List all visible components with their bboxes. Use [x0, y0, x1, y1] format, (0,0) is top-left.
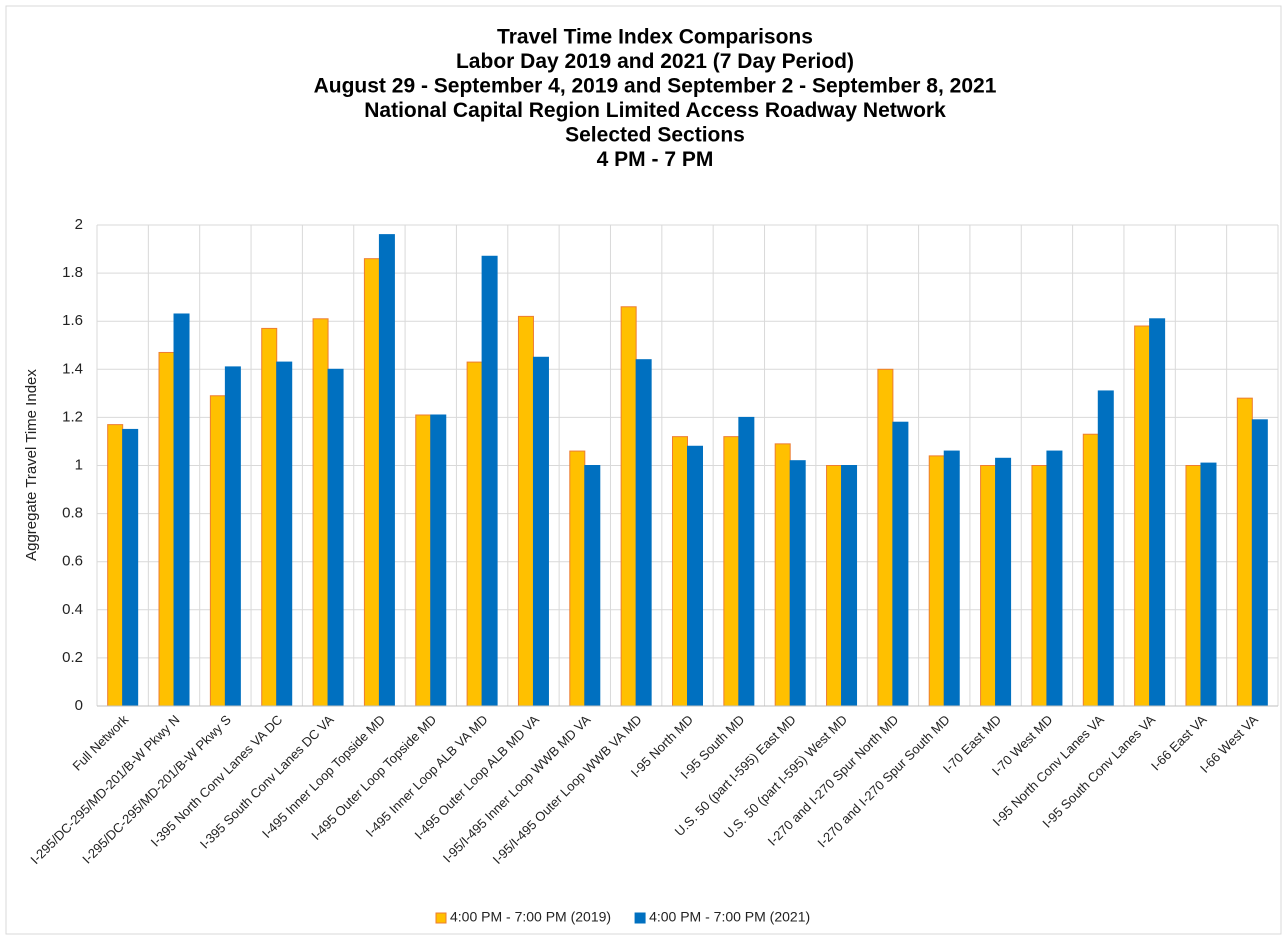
bar: [928, 455, 945, 707]
bar: [1185, 465, 1202, 707]
bar: [517, 315, 534, 707]
y-tick-label: 0.6: [62, 553, 83, 570]
bar: [312, 318, 329, 707]
bar: [107, 424, 124, 707]
bar: [1046, 450, 1063, 707]
bar: [1082, 433, 1099, 707]
bar: [466, 361, 483, 707]
bar: [327, 368, 344, 707]
bar: [481, 255, 498, 707]
bar: [687, 445, 703, 707]
chart-title: National Capital Region Limited Access R…: [364, 99, 946, 122]
bar: [1200, 462, 1217, 707]
bar: [841, 465, 858, 707]
bar: [363, 258, 380, 707]
legend-swatch: [435, 912, 447, 924]
chart-title: Travel Time Index Comparisons: [497, 26, 813, 49]
bar: [1031, 465, 1048, 707]
bar: [1251, 419, 1268, 707]
bar: [1134, 325, 1151, 707]
y-tick-label: 1: [75, 456, 83, 473]
chart-title: Selected Sections: [565, 124, 745, 147]
bar: [158, 351, 175, 707]
bar: [173, 313, 190, 707]
legend-label: 4:00 PM - 7:00 PM (2021): [649, 909, 810, 925]
bar: [980, 465, 997, 707]
bar: [995, 457, 1012, 707]
bar: [1097, 390, 1114, 707]
y-tick-label: 1.8: [62, 264, 83, 281]
bar: [943, 450, 960, 707]
bar: [415, 414, 432, 707]
bar: [532, 356, 549, 707]
bar: [877, 368, 894, 707]
chart-title: 4 PM - 7 PM: [597, 148, 714, 171]
y-tick-label: 1.2: [62, 408, 83, 425]
y-tick-label: 0: [75, 697, 83, 714]
y-tick-label: 2: [75, 216, 83, 233]
bar: [723, 436, 740, 707]
y-tick-label: 0.8: [62, 505, 83, 522]
y-tick-label: 0.2: [62, 649, 83, 666]
bar: [584, 465, 601, 707]
y-tick-label: 1.6: [62, 312, 83, 329]
bar: [122, 428, 139, 707]
y-axis-label: Aggregate Travel Time Index: [23, 369, 40, 561]
bar: [569, 450, 586, 707]
y-tick-label: 0.4: [62, 601, 83, 618]
bar: [1149, 318, 1166, 707]
legend-swatch: [634, 912, 646, 924]
bar: [892, 421, 909, 707]
y-tick-label: 1.4: [62, 360, 83, 377]
bar: [430, 414, 447, 707]
bar: [261, 327, 278, 707]
legend-label: 4:00 PM - 7:00 PM (2019): [450, 909, 611, 925]
bar: [209, 395, 226, 707]
bar: [1236, 397, 1253, 707]
bar: [789, 460, 806, 707]
bar: [774, 443, 791, 707]
bar: [620, 306, 637, 707]
bar: [276, 361, 293, 707]
bar: [826, 465, 843, 707]
bar: [672, 436, 688, 707]
bar: [635, 359, 652, 707]
bar: [224, 366, 241, 707]
bar: [738, 416, 755, 707]
chart-title: Labor Day 2019 and 2021 (7 Day Period): [456, 50, 854, 73]
chart-title: August 29 - September 4, 2019 and Septem…: [314, 75, 997, 98]
bar: [378, 234, 395, 707]
